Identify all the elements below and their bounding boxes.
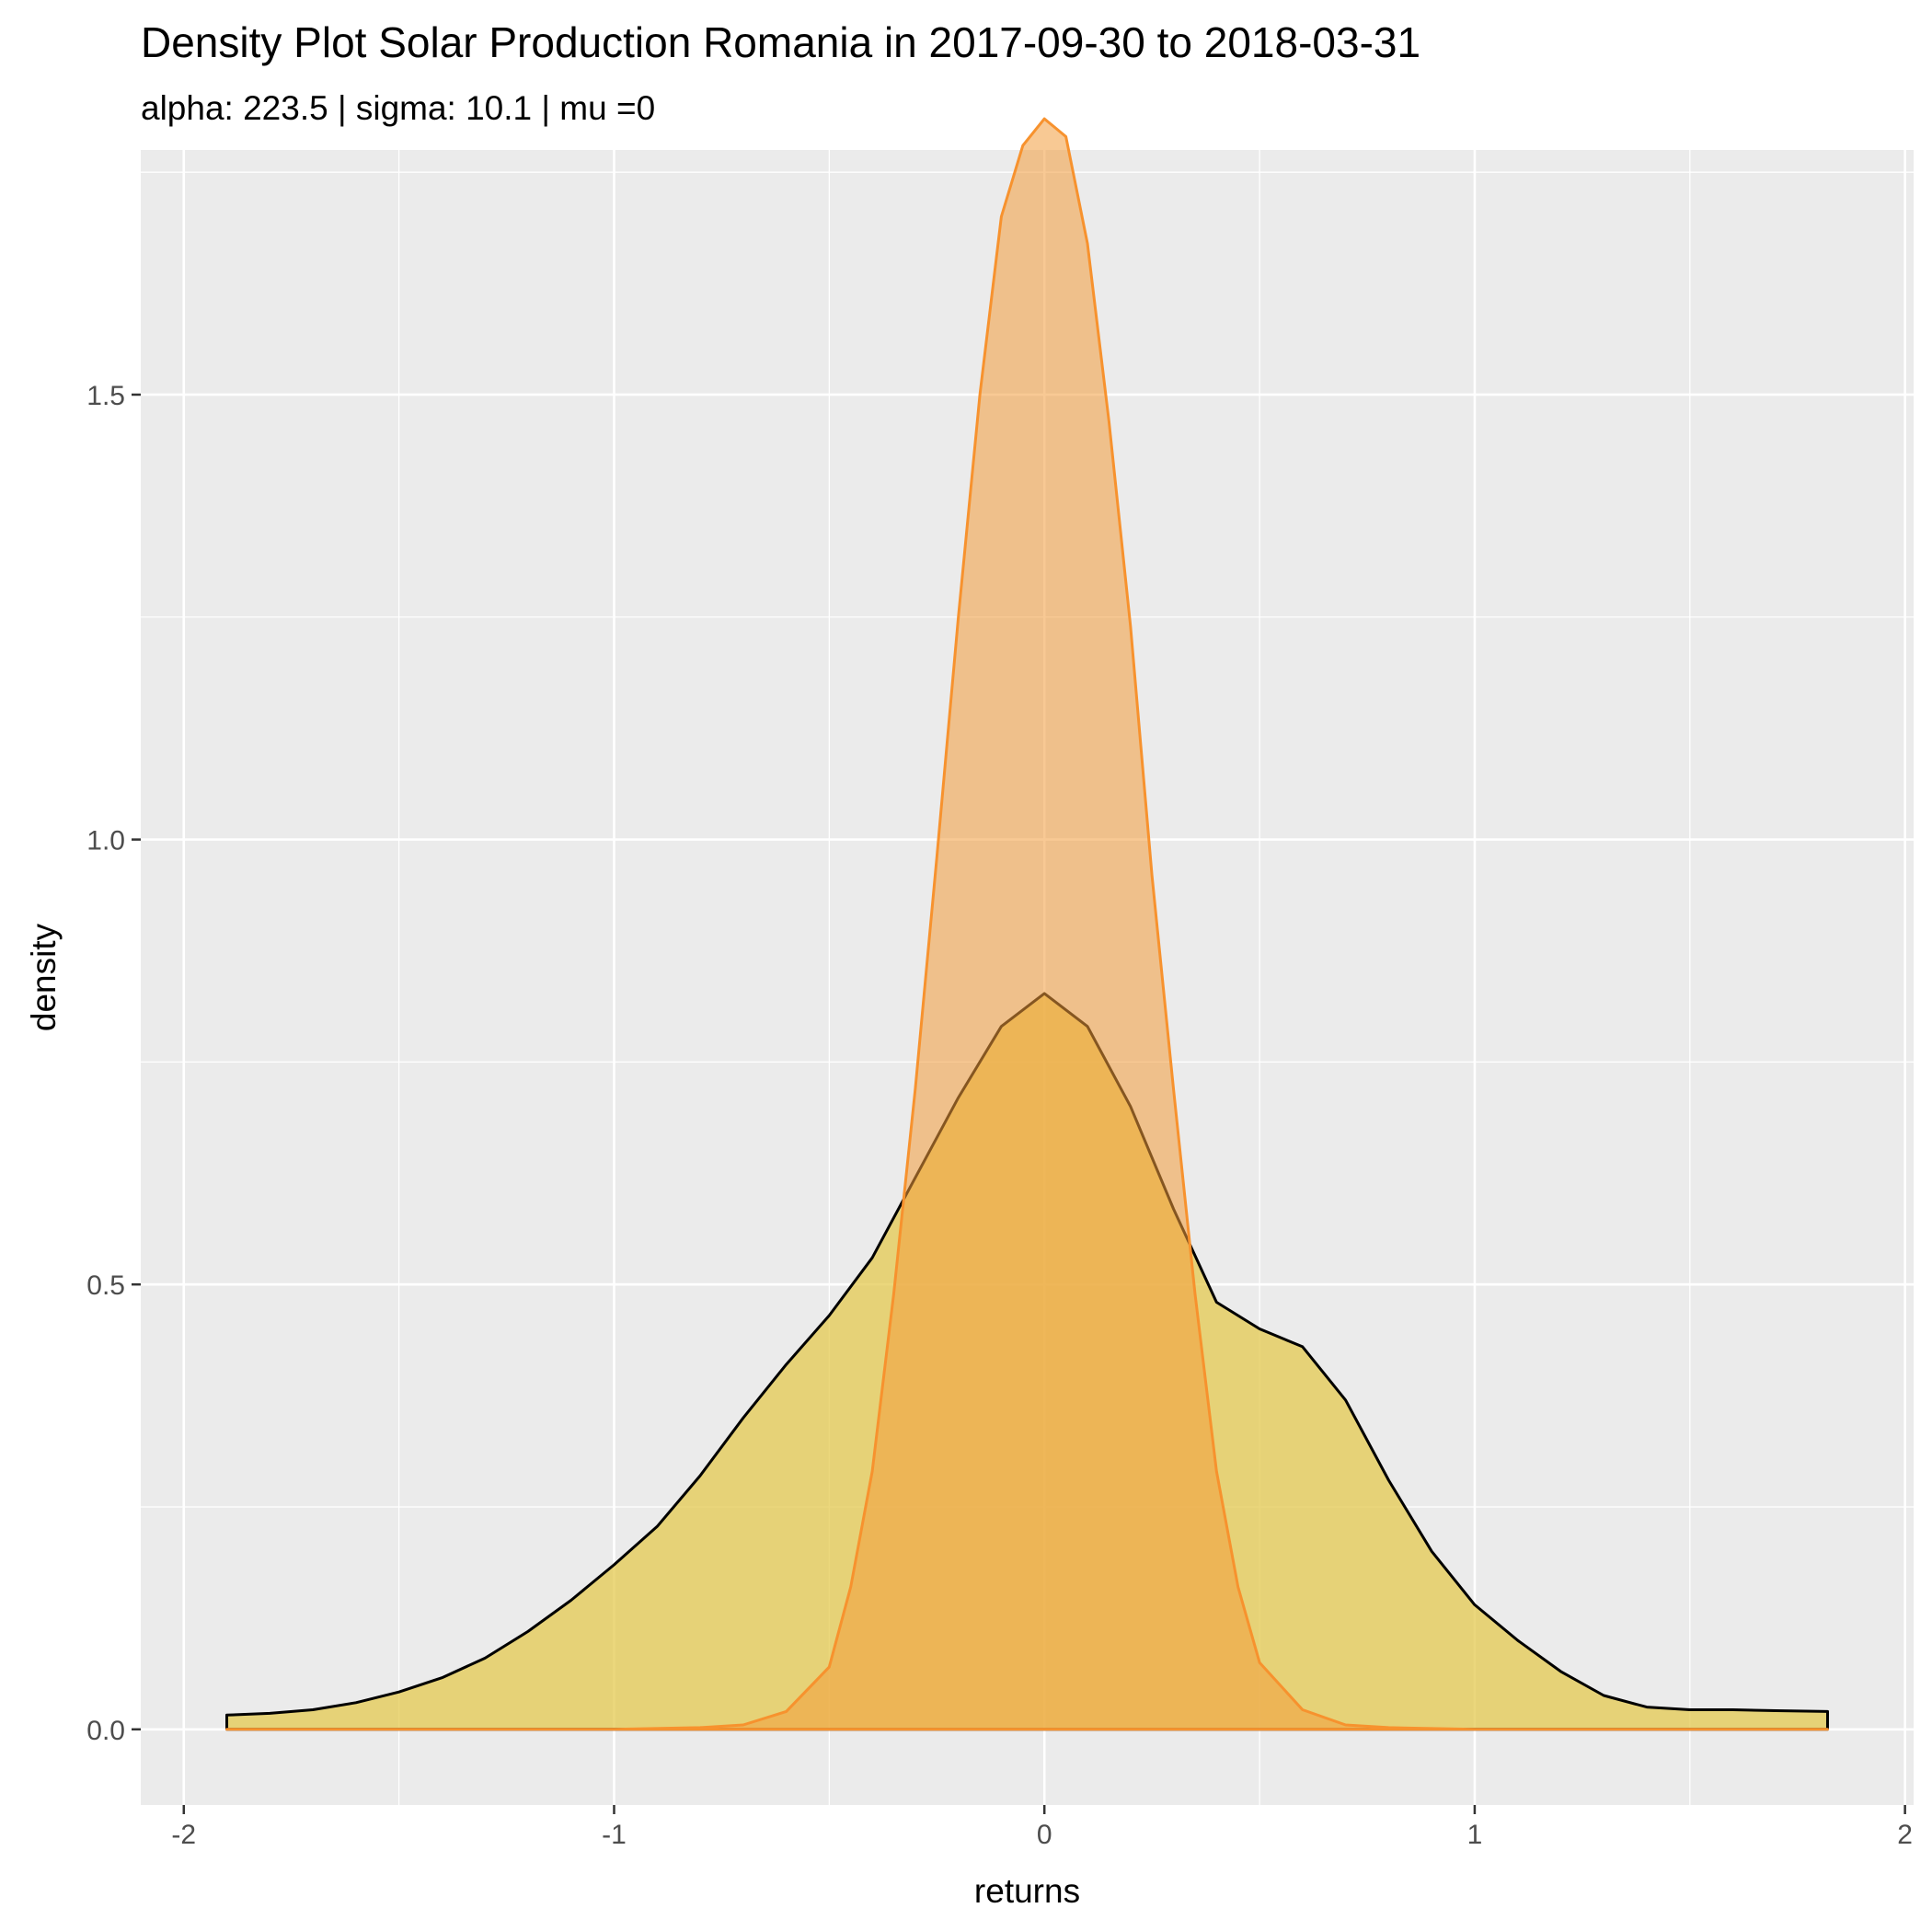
x-axis: -2 -1 0 1 2: [171, 1805, 1913, 1850]
y-tick-label: 1.5: [86, 381, 125, 411]
y-axis: 0.0 0.5 1.0 1.5: [86, 381, 141, 1746]
chart-subtitle: alpha: 223.5 | sigma: 10.1 | mu =0: [141, 89, 655, 127]
density-area-2: [225, 117, 1829, 1731]
y-tick-label: 0.5: [86, 1270, 125, 1301]
chart-title: Density Plot Solar Production Romania in…: [141, 18, 1420, 66]
y-tick-label: 0.0: [86, 1716, 125, 1746]
x-axis-title: returns: [974, 1872, 1080, 1910]
density-series-layer: [225, 117, 1829, 1731]
x-tick-label: -2: [171, 1820, 196, 1850]
x-tick-label: 1: [1467, 1820, 1483, 1850]
y-tick-label: 1.0: [86, 826, 125, 856]
x-tick-label: -1: [602, 1820, 627, 1850]
y-axis-title: density: [25, 923, 63, 1031]
x-tick-label: 0: [1037, 1820, 1052, 1850]
x-tick-label: 2: [1897, 1820, 1913, 1850]
